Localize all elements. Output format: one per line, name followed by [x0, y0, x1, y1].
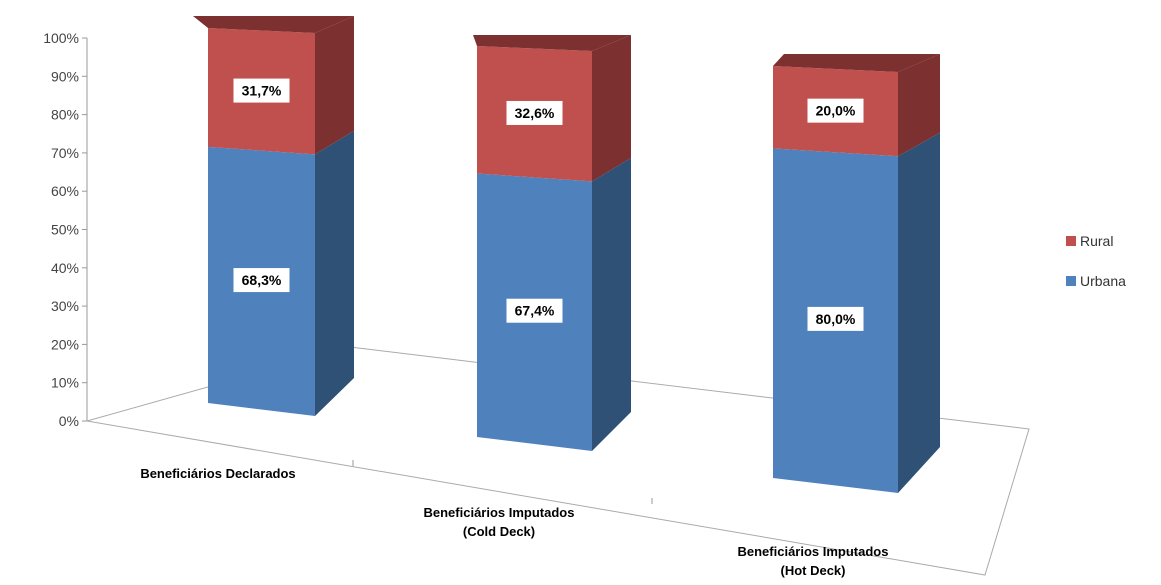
y-tick-label: 80%: [51, 107, 79, 123]
data-label-box: [506, 298, 563, 323]
bar-side-urbana: [592, 157, 631, 452]
data-label: 32,6%: [506, 100, 563, 125]
data-label-box: [233, 78, 290, 103]
data-label: 68,3%: [233, 268, 290, 293]
data-label-box: [506, 100, 563, 125]
y-axis-ticks: 0% 10% 20% 30% 40% 50% 60% 70% 80% 90% 100%: [43, 30, 87, 429]
legend-label: Urbana: [1080, 273, 1126, 289]
data-label-box: [233, 268, 290, 293]
y-tick-label: 20%: [51, 336, 79, 352]
data-label: 20,0%: [807, 98, 864, 123]
legend: Rural Urbana: [1066, 233, 1126, 289]
bar-side-rural: [592, 35, 631, 182]
category-labels: Beneficiários Declarados Beneficiários Im…: [140, 466, 888, 578]
legend-item-urbana: Urbana: [1066, 273, 1126, 289]
bar-top-rural: [193, 16, 354, 33]
y-tick-label: 70%: [51, 145, 79, 161]
bar-side-rural: [898, 54, 940, 157]
bar-side-urbana: [898, 132, 940, 493]
data-label-box: [807, 306, 864, 331]
data-label-text: 80,0%: [816, 311, 856, 327]
category-label: Beneficiários Imputados (Hot Deck): [738, 544, 889, 578]
bars: [193, 16, 940, 493]
data-label-box: [807, 98, 864, 123]
y-tick-label: 40%: [51, 260, 79, 276]
y-tick-label: 90%: [51, 68, 79, 84]
legend-item-rural: Rural: [1066, 233, 1113, 249]
y-tick-label: 10%: [51, 375, 79, 391]
bar-side-rural: [315, 16, 354, 155]
bar-top-rural: [473, 35, 631, 51]
data-label: 80,0%: [807, 306, 864, 331]
bar-side-urbana: [315, 130, 354, 416]
legend-label: Rural: [1080, 233, 1113, 249]
data-label: 67,4%: [506, 298, 563, 323]
data-label-text: 32,6%: [515, 105, 555, 121]
data-label: 31,7%: [233, 78, 290, 103]
data-labels: 68,3% 31,7% 67,4% 32,6% 80,0% 20,0%: [233, 78, 864, 331]
legend-swatch: [1066, 236, 1076, 246]
data-label-text: 31,7%: [242, 83, 282, 99]
y-tick-label: 30%: [51, 298, 79, 314]
y-tick-label: 50%: [51, 222, 79, 238]
legend-swatch: [1066, 276, 1076, 286]
bar-top-rural: [773, 54, 940, 72]
y-tick-label: 0%: [59, 413, 79, 429]
y-tick-label: 100%: [43, 30, 79, 46]
category-label: Beneficiários Declarados: [140, 466, 295, 481]
data-label-text: 68,3%: [242, 272, 282, 288]
data-label-text: 20,0%: [816, 103, 856, 119]
y-tick-label: 60%: [51, 183, 79, 199]
data-label-text: 67,4%: [515, 303, 555, 319]
category-label: Beneficiários Imputados (Cold Deck): [424, 505, 575, 539]
